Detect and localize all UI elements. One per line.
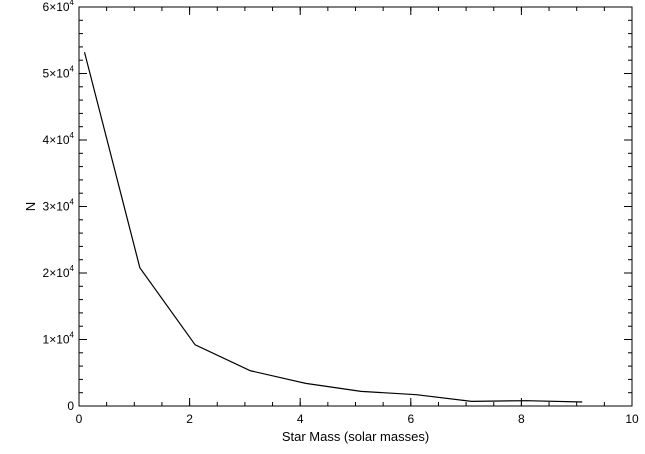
x-tick-label: 4	[297, 412, 304, 426]
x-tick-labels: 0 2 4 6 8 10	[76, 412, 639, 426]
series-line	[83, 52, 583, 403]
x-tick-label: 10	[625, 412, 639, 426]
y-tick-label-base: 6×10	[43, 0, 70, 14]
x-tick-label: 8	[518, 412, 525, 426]
y-tick-label: 5×104	[43, 65, 75, 81]
y-tick-label: 3×104	[43, 198, 75, 214]
major-ticks	[78, 6, 633, 407]
y-tick-label-base: 4×10	[43, 133, 70, 147]
y-tick-label-exponent: 4	[70, 0, 75, 7]
x-tick-label: 6	[407, 412, 414, 426]
y-tick-label-base: 2×10	[43, 266, 70, 280]
series-group	[83, 52, 583, 403]
y-tick-label-exponent: 4	[70, 131, 75, 140]
y-tick-label: 4×104	[43, 131, 75, 147]
x-tick-label: 0	[76, 412, 83, 426]
y-tick-label-exponent: 4	[70, 65, 75, 74]
y-axis-title: N	[23, 202, 38, 211]
x-tick-label: 2	[186, 412, 193, 426]
y-tick-label-exponent: 4	[70, 198, 75, 207]
x-axis-title: Star Mass (solar masses)	[282, 429, 429, 444]
y-tick-label: 2×104	[43, 264, 75, 280]
y-tick-label: 6×104	[43, 0, 75, 14]
y-tick-label-base: 3×10	[43, 200, 70, 214]
y-tick-label: 0	[67, 399, 74, 413]
y-tick-label-base: 0	[67, 399, 74, 413]
y-tick-label-exponent: 4	[70, 331, 75, 340]
plot-frame	[78, 6, 633, 407]
y-tick-label: 1×104	[43, 331, 75, 347]
y-tick-label-exponent: 4	[70, 264, 75, 273]
minor-ticks	[78, 6, 633, 407]
y-tick-label-base: 5×10	[43, 67, 70, 81]
y-tick-label-base: 1×10	[43, 333, 70, 347]
